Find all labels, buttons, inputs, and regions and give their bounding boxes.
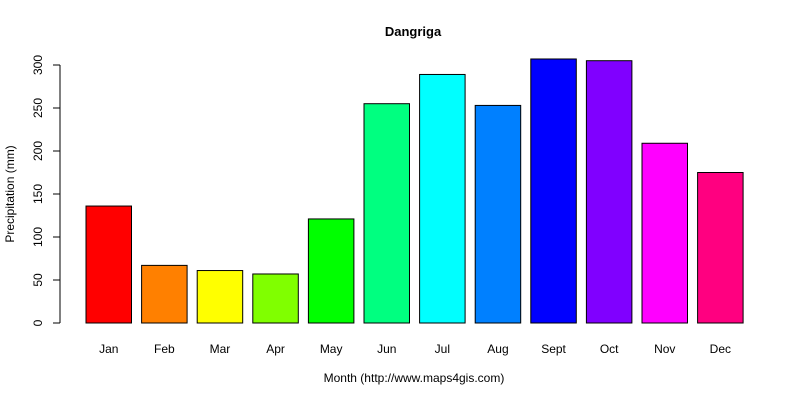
y-tick-label: 0 bbox=[31, 319, 45, 326]
bar-aug bbox=[474, 104, 522, 324]
x-tick-label: Dec bbox=[710, 342, 731, 356]
chart-title: Dangriga bbox=[385, 24, 442, 39]
bar-oct bbox=[585, 60, 633, 324]
bars bbox=[85, 58, 744, 324]
x-axis-label: Month (http://www.maps4gis.com) bbox=[324, 371, 505, 385]
bar-jan bbox=[85, 205, 132, 324]
y-tick-label: 250 bbox=[31, 98, 45, 118]
bar-may bbox=[307, 218, 355, 324]
x-tick-label: Jan bbox=[99, 342, 118, 356]
x-tick-label: Jul bbox=[435, 342, 450, 356]
bar-sept bbox=[530, 58, 577, 324]
y-tick-label: 100 bbox=[31, 227, 45, 247]
y-axis-label: Precipitation (mm) bbox=[3, 145, 17, 242]
x-axis-labels: Jan Feb Mar Apr May Jun Jul Aug Sept Oct Nov Dec bbox=[99, 342, 731, 356]
bar-mar bbox=[196, 270, 244, 324]
x-tick-label: Apr bbox=[266, 342, 285, 356]
y-axis: 0 50 100 150 200 250 300 bbox=[31, 55, 61, 326]
bar-jul bbox=[419, 73, 466, 324]
y-tick-label: 150 bbox=[31, 184, 45, 204]
y-tick-label: 200 bbox=[31, 141, 45, 161]
bar-apr bbox=[252, 273, 299, 324]
x-tick-label: Feb bbox=[154, 342, 175, 356]
x-tick-label: Oct bbox=[600, 342, 619, 356]
y-tick-label: 50 bbox=[31, 273, 45, 287]
bar-feb bbox=[141, 264, 188, 324]
bar-nov bbox=[641, 142, 688, 324]
x-tick-label: Nov bbox=[654, 342, 675, 356]
bar-dec bbox=[697, 172, 744, 324]
y-tick-label: 300 bbox=[31, 55, 45, 75]
x-tick-label: Jun bbox=[377, 342, 396, 356]
x-tick-label: Aug bbox=[487, 342, 508, 356]
x-tick-label: May bbox=[320, 342, 343, 356]
bar-jun bbox=[363, 103, 410, 324]
x-tick-label: Sept bbox=[541, 342, 566, 356]
x-tick-label: Mar bbox=[210, 342, 231, 356]
